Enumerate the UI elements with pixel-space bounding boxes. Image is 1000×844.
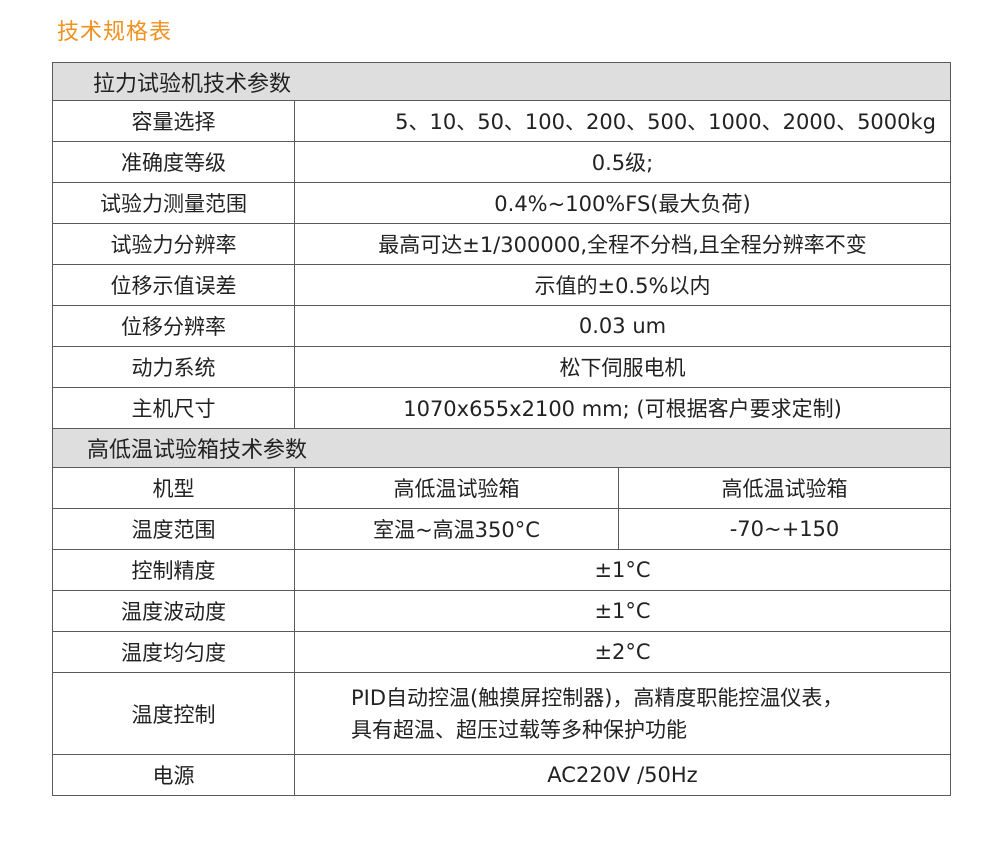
table-row: 动力系统 松下伺服电机 <box>52 346 951 388</box>
row-value: PID自动控温(触摸屏控制器)，高精度职能控温仪表， 具有超温、超压过载等多种保护… <box>294 672 951 755</box>
row-value: ±1°C <box>294 590 951 632</box>
table-row: 位移分辨率 0.03 um <box>52 305 951 347</box>
row-value: 0.03 um <box>294 305 951 347</box>
row-value: 1070x655x2100 mm; (可根据客户要求定制) <box>294 387 951 429</box>
row-label: 温度均匀度 <box>52 631 295 673</box>
row-label: 试验力测量范围 <box>52 182 295 224</box>
row-value: 5、10、50、100、200、500、1000、2000、5000kg <box>294 100 951 142</box>
row-label: 位移分辨率 <box>52 305 295 347</box>
row-value: 0.4%~100%FS(最大负荷) <box>294 182 951 224</box>
spec-table: 拉力试验机技术参数 容量选择 5、10、50、100、200、500、1000、2… <box>52 62 951 796</box>
row-label: 温度波动度 <box>52 590 295 632</box>
table-row: 试验力分辨率 最高可达±1/300000,全程不分档,且全程分辨率不变 <box>52 223 951 265</box>
control-line-1: PID自动控温(触摸屏控制器)，高精度职能控温仪表， <box>351 685 844 710</box>
row-label: 温度控制 <box>52 672 295 755</box>
row-label: 主机尺寸 <box>52 387 295 429</box>
row-value: 高低温试验箱 <box>618 467 951 509</box>
row-label: 机型 <box>52 467 295 509</box>
table-row: 主机尺寸 1070x655x2100 mm; (可根据客户要求定制) <box>52 387 951 429</box>
row-label: 准确度等级 <box>52 141 295 183</box>
row-value: 高低温试验箱 <box>294 467 619 509</box>
row-label: 动力系统 <box>52 346 295 388</box>
row-value: 0.5级; <box>294 141 951 183</box>
table-row: 温度均匀度 ±2°C <box>52 631 951 673</box>
section-header-tensile: 拉力试验机技术参数 <box>52 62 951 101</box>
table-row: 试验力测量范围 0.4%~100%FS(最大负荷) <box>52 182 951 224</box>
table-row: 准确度等级 0.5级; <box>52 141 951 183</box>
row-value: 室温~高温350°C <box>294 508 619 550</box>
row-value: 松下伺服电机 <box>294 346 951 388</box>
table-row: 电源 AC220V /50Hz <box>52 754 951 796</box>
control-line-2: 具有超温、超压过载等多种保护功能 <box>351 717 687 742</box>
table-row: 控制精度 ±1°C <box>52 549 951 591</box>
row-value: 示值的±0.5%以内 <box>294 264 951 306</box>
row-value: 最高可达±1/300000,全程不分档,且全程分辨率不变 <box>294 223 951 265</box>
row-value: -70~+150 <box>618 508 951 550</box>
row-label: 位移示值误差 <box>52 264 295 306</box>
table-row: 温度波动度 ±1°C <box>52 590 951 632</box>
row-label: 电源 <box>52 754 295 796</box>
row-label: 试验力分辨率 <box>52 223 295 265</box>
table-row: 温度控制 PID自动控温(触摸屏控制器)，高精度职能控温仪表， 具有超温、超压过载等… <box>52 672 951 755</box>
table-row: 温度范围 室温~高温350°C -70~+150 <box>52 508 951 550</box>
section-header-chamber: 高低温试验箱技术参数 <box>52 428 951 468</box>
row-label: 控制精度 <box>52 549 295 591</box>
row-label: 温度范围 <box>52 508 295 550</box>
table-row: 位移示值误差 示值的±0.5%以内 <box>52 264 951 306</box>
table-row: 容量选择 5、10、50、100、200、500、1000、2000、5000kg <box>52 100 951 142</box>
row-value: AC220V /50Hz <box>294 754 951 796</box>
row-value: ±1°C <box>294 549 951 591</box>
table-row: 机型 高低温试验箱 高低温试验箱 <box>52 467 951 509</box>
page-title: 技术规格表 <box>57 20 173 45</box>
row-value: ±2°C <box>294 631 951 673</box>
row-label: 容量选择 <box>52 100 295 142</box>
